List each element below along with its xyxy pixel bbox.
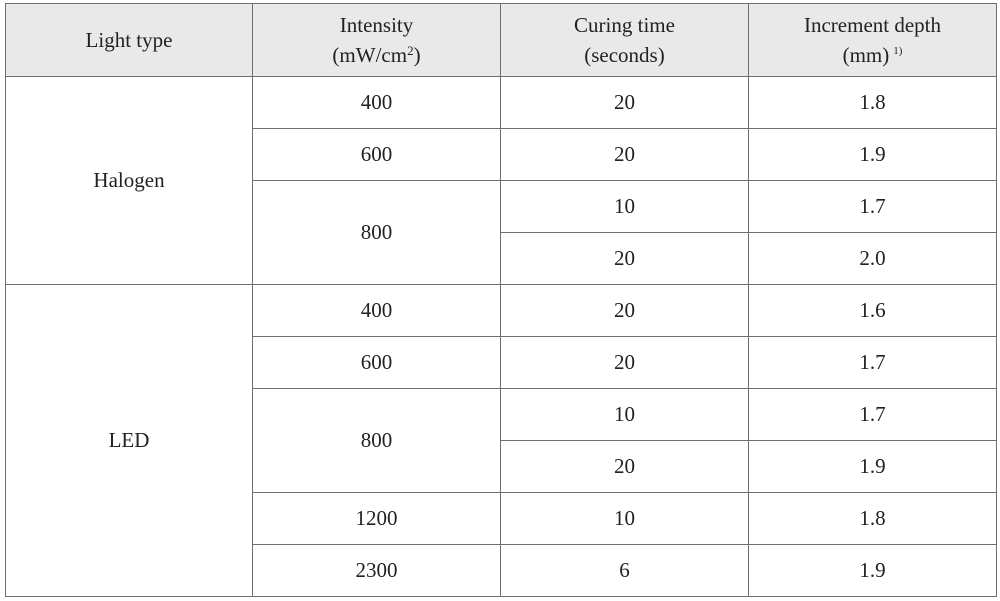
increment-depth-cell: 1.8 <box>748 492 997 545</box>
increment-depth-cell: 1.7 <box>748 388 997 441</box>
table-row: 1200 10 1.8 <box>6 492 997 545</box>
header-depth-line2: (mm) 1) <box>749 40 996 70</box>
increment-depth-cell: 1.8 <box>748 76 997 129</box>
header-intensity: Intensity (mW/cm2) <box>252 3 501 77</box>
light-type-cell: Halogen <box>5 76 253 285</box>
curing-time-cell: 20 <box>500 232 749 285</box>
header-intensity-superscript: 2 <box>407 43 414 58</box>
table-header: Light type Intensity (mW/cm2) Curing tim… <box>5 3 997 77</box>
header-curing-line2: (seconds) <box>584 43 665 67</box>
header-depth-unit: (mm) <box>842 43 890 67</box>
light-type-cell: LED <box>5 284 253 597</box>
curing-time-cell: 20 <box>500 336 749 389</box>
increment-depth-cell: 1.7 <box>748 180 997 233</box>
increment-depth-cell: 1.9 <box>748 440 997 493</box>
header-curing-time: Curing time (seconds) <box>500 3 749 77</box>
intensity-cell: 600 <box>252 128 501 181</box>
header-intensity-line2: (mW/cm2) <box>253 40 500 70</box>
header-intensity-line1: Intensity <box>339 13 414 37</box>
intensity-cell: 800 <box>252 388 501 493</box>
header-increment-depth: Increment depth (mm) 1) <box>748 3 997 77</box>
intensity-cell: 800 <box>252 180 501 285</box>
increment-depth-cell: 2.0 <box>748 232 997 285</box>
header-light-type-label: Light type <box>85 28 173 52</box>
intensity-cell: 1200 <box>252 492 501 545</box>
curing-time-cell: 6 <box>500 544 749 597</box>
table-row: 600 20 1.7 <box>6 336 997 389</box>
curing-time-cell: 20 <box>500 440 749 493</box>
increment-depth-cell: 1.6 <box>748 284 997 337</box>
curing-time-cell: 20 <box>500 284 749 337</box>
intensity-cell: 600 <box>252 336 501 389</box>
table-row: Halogen 400 20 1.8 <box>5 76 997 285</box>
header-intensity-unit-close: ) <box>413 43 421 67</box>
header-intensity-unit: (mW/cm <box>332 43 408 67</box>
intensity-cell: 2300 <box>252 544 501 597</box>
increment-depth-cell: 1.7 <box>748 336 997 389</box>
increment-depth-cell: 1.9 <box>748 544 997 597</box>
table-row: 20 2.0 <box>6 232 997 285</box>
header-curing-line1: Curing time <box>574 13 675 37</box>
table-body: Halogen 400 20 1.8 600 20 1.9 800 10 1.7… <box>5 76 997 597</box>
curing-time-cell: 10 <box>500 180 749 233</box>
curing-time-cell: 10 <box>500 492 749 545</box>
table-row: 2300 6 1.9 <box>6 544 997 597</box>
curing-time-cell: 20 <box>500 128 749 181</box>
table-row: 600 20 1.9 <box>6 128 997 181</box>
header-depth-line1: Increment depth <box>803 13 942 37</box>
curing-time-cell: 20 <box>500 76 749 129</box>
header-light-type: Light type <box>5 3 253 77</box>
header-depth-footnote: 1) <box>893 45 903 57</box>
intensity-cell: 400 <box>252 76 501 129</box>
increment-depth-cell: 1.9 <box>748 128 997 181</box>
curing-time-cell: 10 <box>500 388 749 441</box>
curing-depth-table: Light type Intensity (mW/cm2) Curing tim… <box>5 3 997 597</box>
table-row: 800 10 1.7 <box>6 180 997 285</box>
intensity-cell: 400 <box>252 284 501 337</box>
table-row: 800 10 1.7 <box>6 388 997 493</box>
table-row: LED 400 20 1.6 <box>5 284 997 597</box>
